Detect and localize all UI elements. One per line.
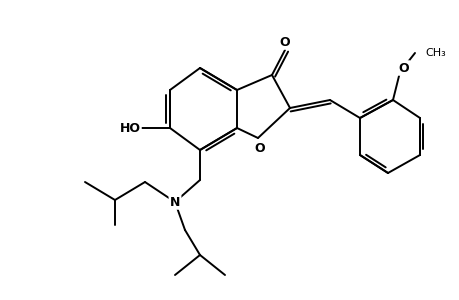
Text: CH₃: CH₃ — [424, 48, 445, 58]
Text: O: O — [279, 35, 290, 49]
Text: N: N — [169, 196, 180, 208]
Text: O: O — [254, 142, 265, 154]
Text: HO: HO — [119, 122, 140, 134]
Text: O: O — [398, 61, 409, 74]
